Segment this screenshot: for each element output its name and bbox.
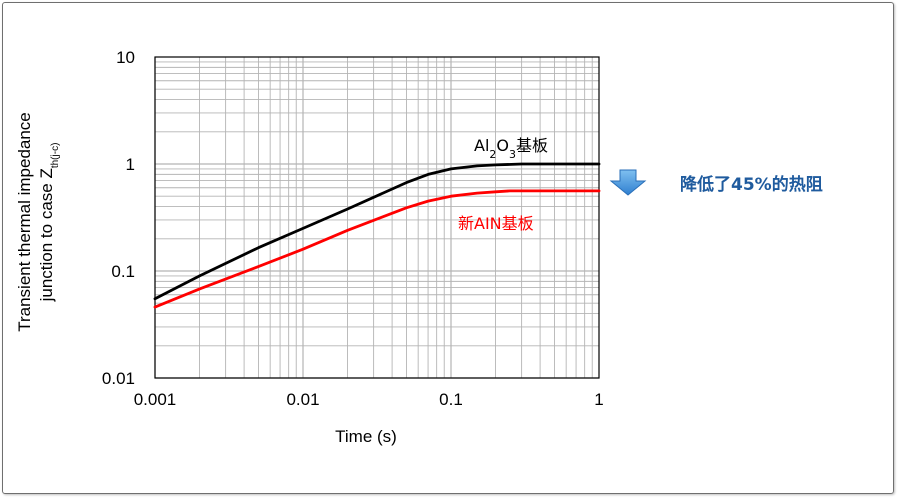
y-tick-label: 0.1 [111, 262, 135, 281]
y-axis-title-line1: Transient thermal impedance [15, 112, 34, 332]
plot-grid [154, 57, 599, 379]
y-axis-title: Transient thermal impedance junction to … [15, 112, 61, 332]
x-tick-label: 0.001 [134, 390, 177, 409]
series-line-new-aln [153, 189, 601, 309]
y-tick-label: 0.01 [102, 369, 135, 388]
x-axis-title: Time (s) [335, 427, 397, 446]
y-tick-label: 10 [116, 48, 135, 67]
series-line-al2o3 [153, 162, 601, 301]
axis-ticks: 0.001 0.01 0.1 1 0.01 0.1 1 10 [102, 48, 604, 409]
series-label-new-aln: 新AIN基板 [458, 214, 534, 233]
series-label-al2o3: Al2O3基板 [474, 136, 548, 161]
y-axis-title-line2: junction to case Zth(j-c) [37, 143, 61, 303]
plot-area [154, 56, 600, 379]
series-lines [153, 162, 601, 309]
x-tick-label: 1 [594, 390, 603, 409]
x-tick-label: 0.01 [286, 390, 319, 409]
y-tick-label: 1 [126, 155, 135, 174]
x-tick-label: 0.1 [439, 390, 463, 409]
thermal-resistance-callout: 降低了45%的热阻 [680, 174, 823, 195]
down-arrow-icon [609, 169, 647, 196]
chart-frame [2, 2, 894, 494]
